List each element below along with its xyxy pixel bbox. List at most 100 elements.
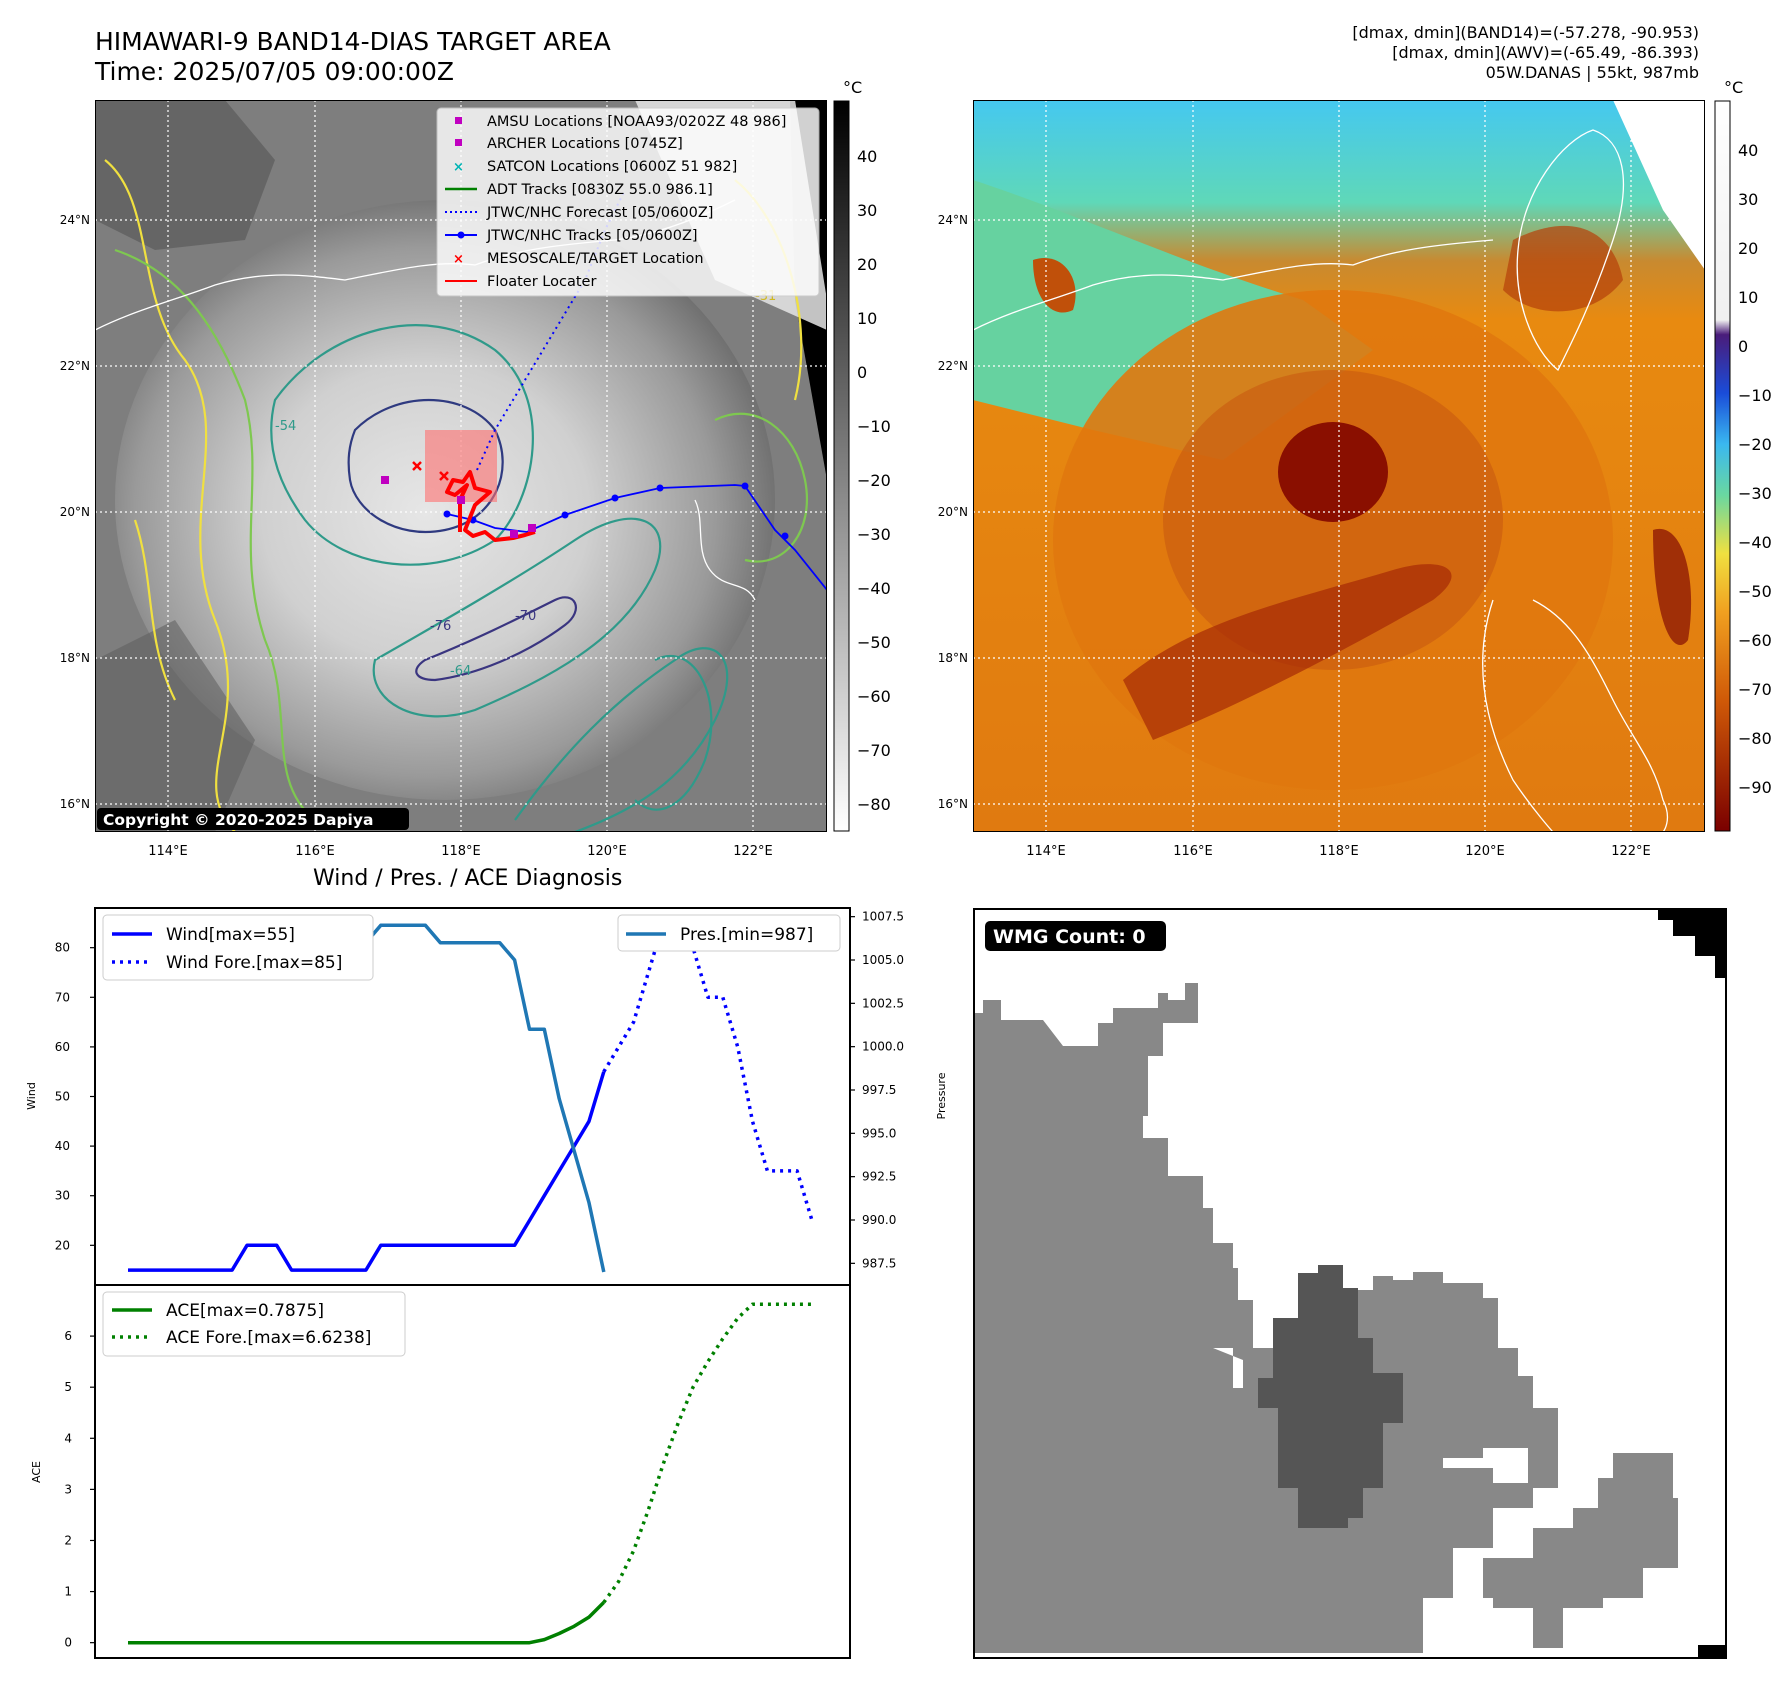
color-cbar-tick: −50: [1738, 582, 1772, 601]
pressure-legend: Pres.[min=987]: [617, 914, 841, 952]
legend-ace-fore: ACE Fore.[max=6.6238]: [166, 1328, 371, 1348]
gray-cbar-tick: 10: [857, 309, 877, 328]
coastline-luzon: [694, 499, 756, 601]
lat-tick: 22°N: [938, 359, 968, 373]
axis-tick-label: 1: [64, 1585, 72, 1599]
ace-series: [128, 1302, 812, 1645]
wmg-corner-bottom: [1698, 1645, 1726, 1658]
figure-title: HIMAWARI-9 BAND14-DIAS TARGET AREA: [95, 27, 611, 56]
left-map-lat-labels: 24°N 22°N 20°N 18°N 16°N: [60, 213, 90, 811]
color-cbar-tick: −60: [1738, 631, 1772, 650]
gray-cbar-tick: −60: [857, 687, 891, 706]
jtwc-forecast-line: [476, 189, 626, 471]
contour-label: -54: [275, 419, 296, 434]
coastline-china-right: [973, 239, 1494, 331]
cloud-cell-west: [1033, 258, 1076, 313]
contour-teal-south: [514, 647, 729, 832]
gray-colorbar-unit: °C: [843, 78, 863, 97]
lat-tick: 24°N: [938, 213, 968, 227]
contour-navy-band: [415, 596, 577, 682]
figure-time: Time: 2025/07/05 09:00:00Z: [95, 57, 454, 86]
contour-label: -70: [515, 609, 536, 624]
copyright-badge: [97, 808, 409, 830]
axis-tick-label: 3: [64, 1482, 72, 1496]
no-data-wedge-right: [1613, 100, 1705, 270]
target-location-markers: [412, 461, 449, 481]
jtwc-track-east: [744, 485, 827, 591]
cloud-cell-east: [1653, 528, 1692, 646]
gray-cbar-tick: 20: [857, 255, 877, 274]
stats-awv: [dmax, dmin](AWV)=(-65.49, -86.393): [1392, 43, 1699, 62]
wind-legend: Wind[max=55] Wind Fore.[max=85]: [102, 914, 374, 981]
stats-storm: 05W.DANAS | 55kt, 987mb: [1485, 63, 1699, 82]
diagnosis-title: Wind / Pres. / ACE Diagnosis: [313, 866, 623, 891]
gray-cbar-tick: 0: [857, 363, 867, 382]
coastline-right: [973, 129, 1669, 832]
lat-tick: 18°N: [938, 651, 968, 665]
ace-panel-frame: [94, 1284, 851, 1659]
axis-tick-label: 5: [64, 1380, 72, 1394]
contour-yellow-sw: [133, 519, 176, 701]
gray-cbar-tick: −70: [857, 741, 891, 760]
axis-tick-label: 0: [64, 1636, 72, 1650]
series-line: [602, 1302, 812, 1604]
svg-text:×: ×: [453, 252, 464, 267]
legend-amsu: AMSU Locations [NOAA93/0202Z 48 986]: [487, 114, 786, 130]
legend-jtwc-tracks: JTWC/NHC Tracks [05/0600Z]: [486, 228, 698, 244]
lat-tick: 16°N: [60, 797, 90, 811]
axis-tick-label: 30: [55, 1189, 70, 1203]
jtwc-track-points: [443, 482, 789, 540]
axis-tick-label: 50: [55, 1090, 70, 1104]
wmg-count-badge: [985, 921, 1166, 951]
contour-label: -76: [430, 619, 451, 634]
lon-tick: 118°E: [1319, 844, 1359, 859]
ace-axis-label: ACE: [30, 1461, 43, 1483]
lat-tick: 20°N: [938, 505, 968, 519]
axis-tick-label: 990.0: [862, 1213, 896, 1227]
contour-teal-core: [270, 324, 534, 566]
adt-track: [445, 470, 536, 542]
right-map-lon-labels: 114°E 116°E 118°E 120°E 122°E: [1026, 844, 1651, 859]
lat-tick: 24°N: [60, 213, 90, 227]
axis-tick-label: 70: [55, 990, 70, 1004]
stats-band14: [dmax, dmin](BAND14)=(-57.278, -90.953): [1352, 23, 1699, 42]
gray-cbar-tick: −80: [857, 795, 891, 814]
axis-tick-label: 1007.5: [862, 910, 904, 924]
amsu-archer-points: [381, 476, 536, 538]
lon-tick: 116°E: [1173, 844, 1213, 859]
axis-tick-label: 987.5: [862, 1256, 896, 1270]
wmg-region-dark: [1258, 1265, 1403, 1528]
grayscale-ir-map: -54 -64 -70 -76 -31 AMSU Locations [NOAA…: [95, 100, 827, 832]
color-cbar-tick: 30: [1738, 190, 1758, 209]
axis-tick-label: 997.5: [862, 1083, 896, 1097]
contour-teal-band: [372, 517, 662, 718]
legend-adt: ADT Tracks [0830Z 55.0 986.1]: [487, 182, 713, 198]
wind-axis-ticks: 80 70 60 50 40 30 20: [55, 941, 95, 1252]
lat-tick: 16°N: [938, 797, 968, 811]
color-cbar-tick: −90: [1738, 778, 1772, 797]
series-line: [128, 1601, 606, 1645]
copyright-text: Copyright © 2020-2025 Dapiya: [103, 811, 373, 829]
dark-cloud-taiwan: [1503, 225, 1623, 312]
axis-tick-label: 6: [64, 1329, 72, 1343]
coastline-taiwan: [1516, 129, 1625, 372]
legend-wind: Wind[max=55]: [166, 925, 295, 945]
wmg-corner-top: [1658, 908, 1726, 978]
gray-cbar-tick: −20: [857, 471, 891, 490]
gray-cbar-tick: −40: [857, 579, 891, 598]
dark-region-sw: [95, 620, 255, 832]
wmg-region-gray: [973, 983, 1558, 1653]
color-cbar-tick: −40: [1738, 533, 1772, 552]
map-legend: AMSU Locations [NOAA93/0202Z 48 986] ARC…: [436, 107, 820, 297]
gray-colorbar: 40 30 20 10 0 −10 −20 −30 −40 −50 −60 −7…: [833, 100, 891, 832]
wmg-frame: [973, 908, 1727, 1659]
axis-tick-label: 60: [55, 1040, 70, 1054]
color-cbar-tick: −20: [1738, 435, 1772, 454]
rainband-south: [1123, 564, 1452, 740]
color-cbar-tick: 40: [1738, 141, 1758, 160]
left-map-lon-labels: 114°E 116°E 118°E 120°E 122°E: [148, 844, 773, 859]
lon-tick: 122°E: [1611, 844, 1651, 859]
axis-tick-label: 992.5: [862, 1170, 896, 1184]
lon-tick: 114°E: [148, 844, 188, 859]
